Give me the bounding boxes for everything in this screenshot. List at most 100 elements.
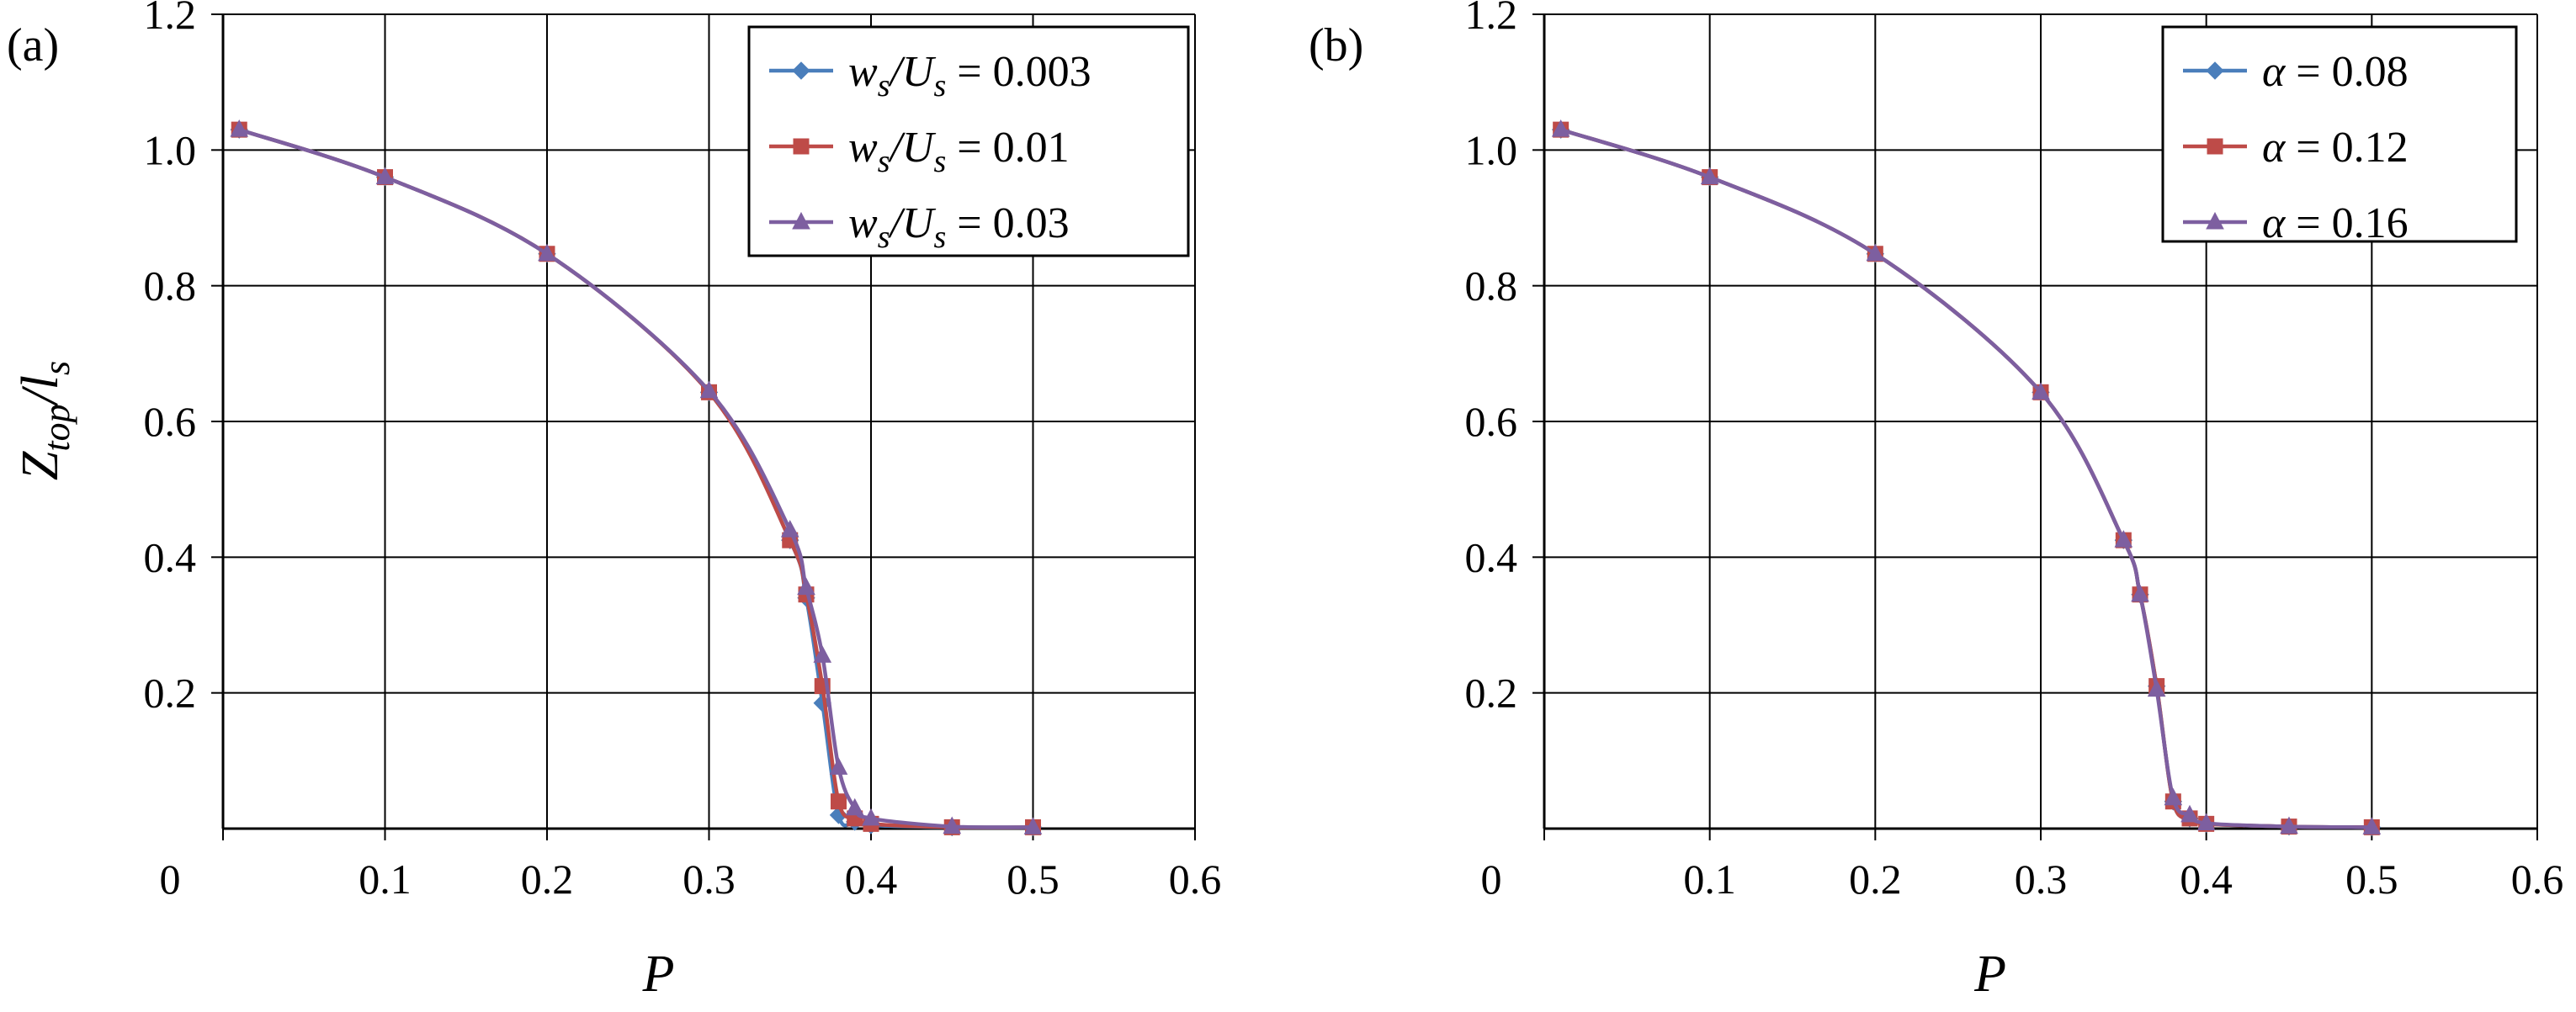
- legend-entry: ws/Us = 0.03: [769, 199, 1070, 255]
- series-2: [230, 119, 1043, 835]
- x-tick-label: 0: [160, 856, 181, 903]
- data-point: [943, 816, 962, 835]
- x-axis-label: P: [642, 946, 675, 1003]
- legend-rhs: = 0.03: [946, 199, 1069, 247]
- legend-lhs: α: [2262, 124, 2287, 172]
- y-tick-label: 0.8: [1465, 262, 1518, 310]
- x-tick-label: 0.5: [1006, 856, 1060, 903]
- legend-lhs: w: [848, 199, 878, 247]
- legend-lhs-sub: s: [878, 68, 890, 103]
- data-point: [797, 577, 815, 596]
- legend-marker: [792, 211, 810, 230]
- data-point: [2164, 787, 2183, 806]
- legend-label: α = 0.12: [2262, 124, 2409, 172]
- series-2: [1551, 119, 2382, 835]
- data-point: [2362, 817, 2382, 835]
- data-point: [813, 645, 832, 663]
- x-tick-label: 0.6: [1169, 856, 1222, 903]
- legend-label: ws/Us = 0.03: [848, 199, 1070, 255]
- x-tick-label: 0.3: [683, 856, 736, 903]
- data-point: [831, 793, 847, 810]
- y-tick-label: 1.0: [144, 126, 197, 173]
- data-point: [2196, 813, 2216, 831]
- legend-label: ws/Us = 0.003: [848, 48, 1091, 103]
- x-tick-label: 0: [1481, 856, 1502, 903]
- chart-panel-a: 0 0.1 0.2 0.3 0.4 0.5 0.6 0.2 0.4 0.6 0.8 1.0 1.2 (a)…: [7, 0, 1221, 1003]
- legend-entry: ws/Us = 0.01: [769, 124, 1070, 179]
- x-tick-label: 0.5: [2345, 856, 2398, 903]
- data-point: [1551, 119, 1570, 137]
- gridlines: [223, 13, 1196, 829]
- data-point: [2147, 679, 2166, 697]
- panel-label: (b): [1309, 19, 1363, 72]
- x-axis-label: P: [1973, 946, 2006, 1003]
- y-label-sub: s: [36, 361, 77, 375]
- x-tick-label: 0.2: [521, 856, 574, 903]
- x-tick-label: 0.6: [2511, 856, 2564, 903]
- y-label-part: Z: [12, 451, 69, 480]
- legend-box: [747, 25, 1190, 257]
- y-tick-label: 0.4: [1465, 533, 1518, 580]
- data-point: [2131, 584, 2149, 602]
- data-point: [862, 808, 880, 826]
- legend-marker: [792, 61, 810, 80]
- legend-mid-sub: s: [933, 144, 946, 179]
- y-tick-label: 0.6: [144, 398, 197, 445]
- panel-label: (a): [7, 19, 59, 72]
- x-tick-label: 0.4: [845, 856, 898, 903]
- legend-marker: [793, 138, 810, 155]
- data-point: [1700, 167, 1719, 185]
- legend-lhs: w: [848, 124, 878, 172]
- x-tick-label: 0.1: [1683, 856, 1736, 903]
- data-point: [2032, 382, 2050, 400]
- legend-entry: α = 0.08: [2183, 48, 2409, 96]
- data-point: [2280, 816, 2298, 835]
- y-tick-label: 0.6: [1465, 398, 1518, 445]
- data-point: [1866, 243, 1885, 262]
- y-tick-label: 0.8: [144, 262, 197, 310]
- y-tick-label: 1.2: [144, 0, 197, 38]
- data-point: [780, 519, 799, 538]
- y-label-sub: top: [36, 404, 77, 451]
- legend-marker: [2207, 138, 2223, 155]
- y-axis-label: Ztop/ls: [12, 361, 77, 480]
- data-point: [2180, 804, 2199, 823]
- legend-mid: /U: [887, 124, 936, 172]
- legend-box: [2161, 25, 2518, 243]
- legend-rhs: = 0.16: [2285, 199, 2408, 247]
- legend-entry: α = 0.12: [2183, 124, 2409, 172]
- y-tick-label: 0.4: [144, 533, 197, 580]
- legend-rhs: = 0.01: [946, 124, 1069, 172]
- legend-label: ws/Us = 0.01: [848, 124, 1070, 179]
- x-tick-label: 0.3: [2015, 856, 2068, 903]
- legend-mid-sub: s: [933, 68, 946, 103]
- y-tick-label: 0.2: [144, 670, 197, 717]
- legend-rhs: = 0.08: [2285, 48, 2408, 96]
- data-point: [699, 380, 719, 399]
- y-label-part: /l: [12, 375, 69, 406]
- x-tick-label: 0.2: [1849, 856, 1902, 903]
- legend-label: α = 0.16: [2262, 199, 2409, 247]
- data-point: [845, 797, 864, 816]
- legend-marker: [2206, 211, 2224, 230]
- data-point: [829, 757, 848, 775]
- legend-entry: α = 0.16: [2183, 199, 2409, 247]
- data-point: [375, 167, 395, 185]
- legend-label: α = 0.08: [2262, 48, 2409, 96]
- chart-panel-b: 0 0.1 0.2 0.3 0.4 0.5 0.6 0.2 0.4 0.6 0.8 1.0 1.2 (b)…: [1309, 0, 2563, 1003]
- data-point: [230, 119, 249, 137]
- legend-rhs: = 0.003: [946, 48, 1091, 96]
- legend-lhs: α: [2262, 48, 2287, 96]
- legend: α = 0.08α = 0.12α = 0.16: [2161, 25, 2518, 247]
- legend-mid: /U: [887, 48, 936, 96]
- legend-lhs-sub: s: [878, 144, 890, 179]
- legend-mid-sub: s: [933, 220, 946, 255]
- y-tick-label: 1.0: [1465, 126, 1518, 173]
- y-tick-label: 1.2: [1465, 0, 1518, 38]
- x-tick-label: 0.1: [359, 856, 412, 903]
- legend-lhs: α: [2262, 199, 2287, 247]
- legend-rhs: = 0.12: [2285, 124, 2408, 172]
- gridlines: [1544, 13, 2538, 829]
